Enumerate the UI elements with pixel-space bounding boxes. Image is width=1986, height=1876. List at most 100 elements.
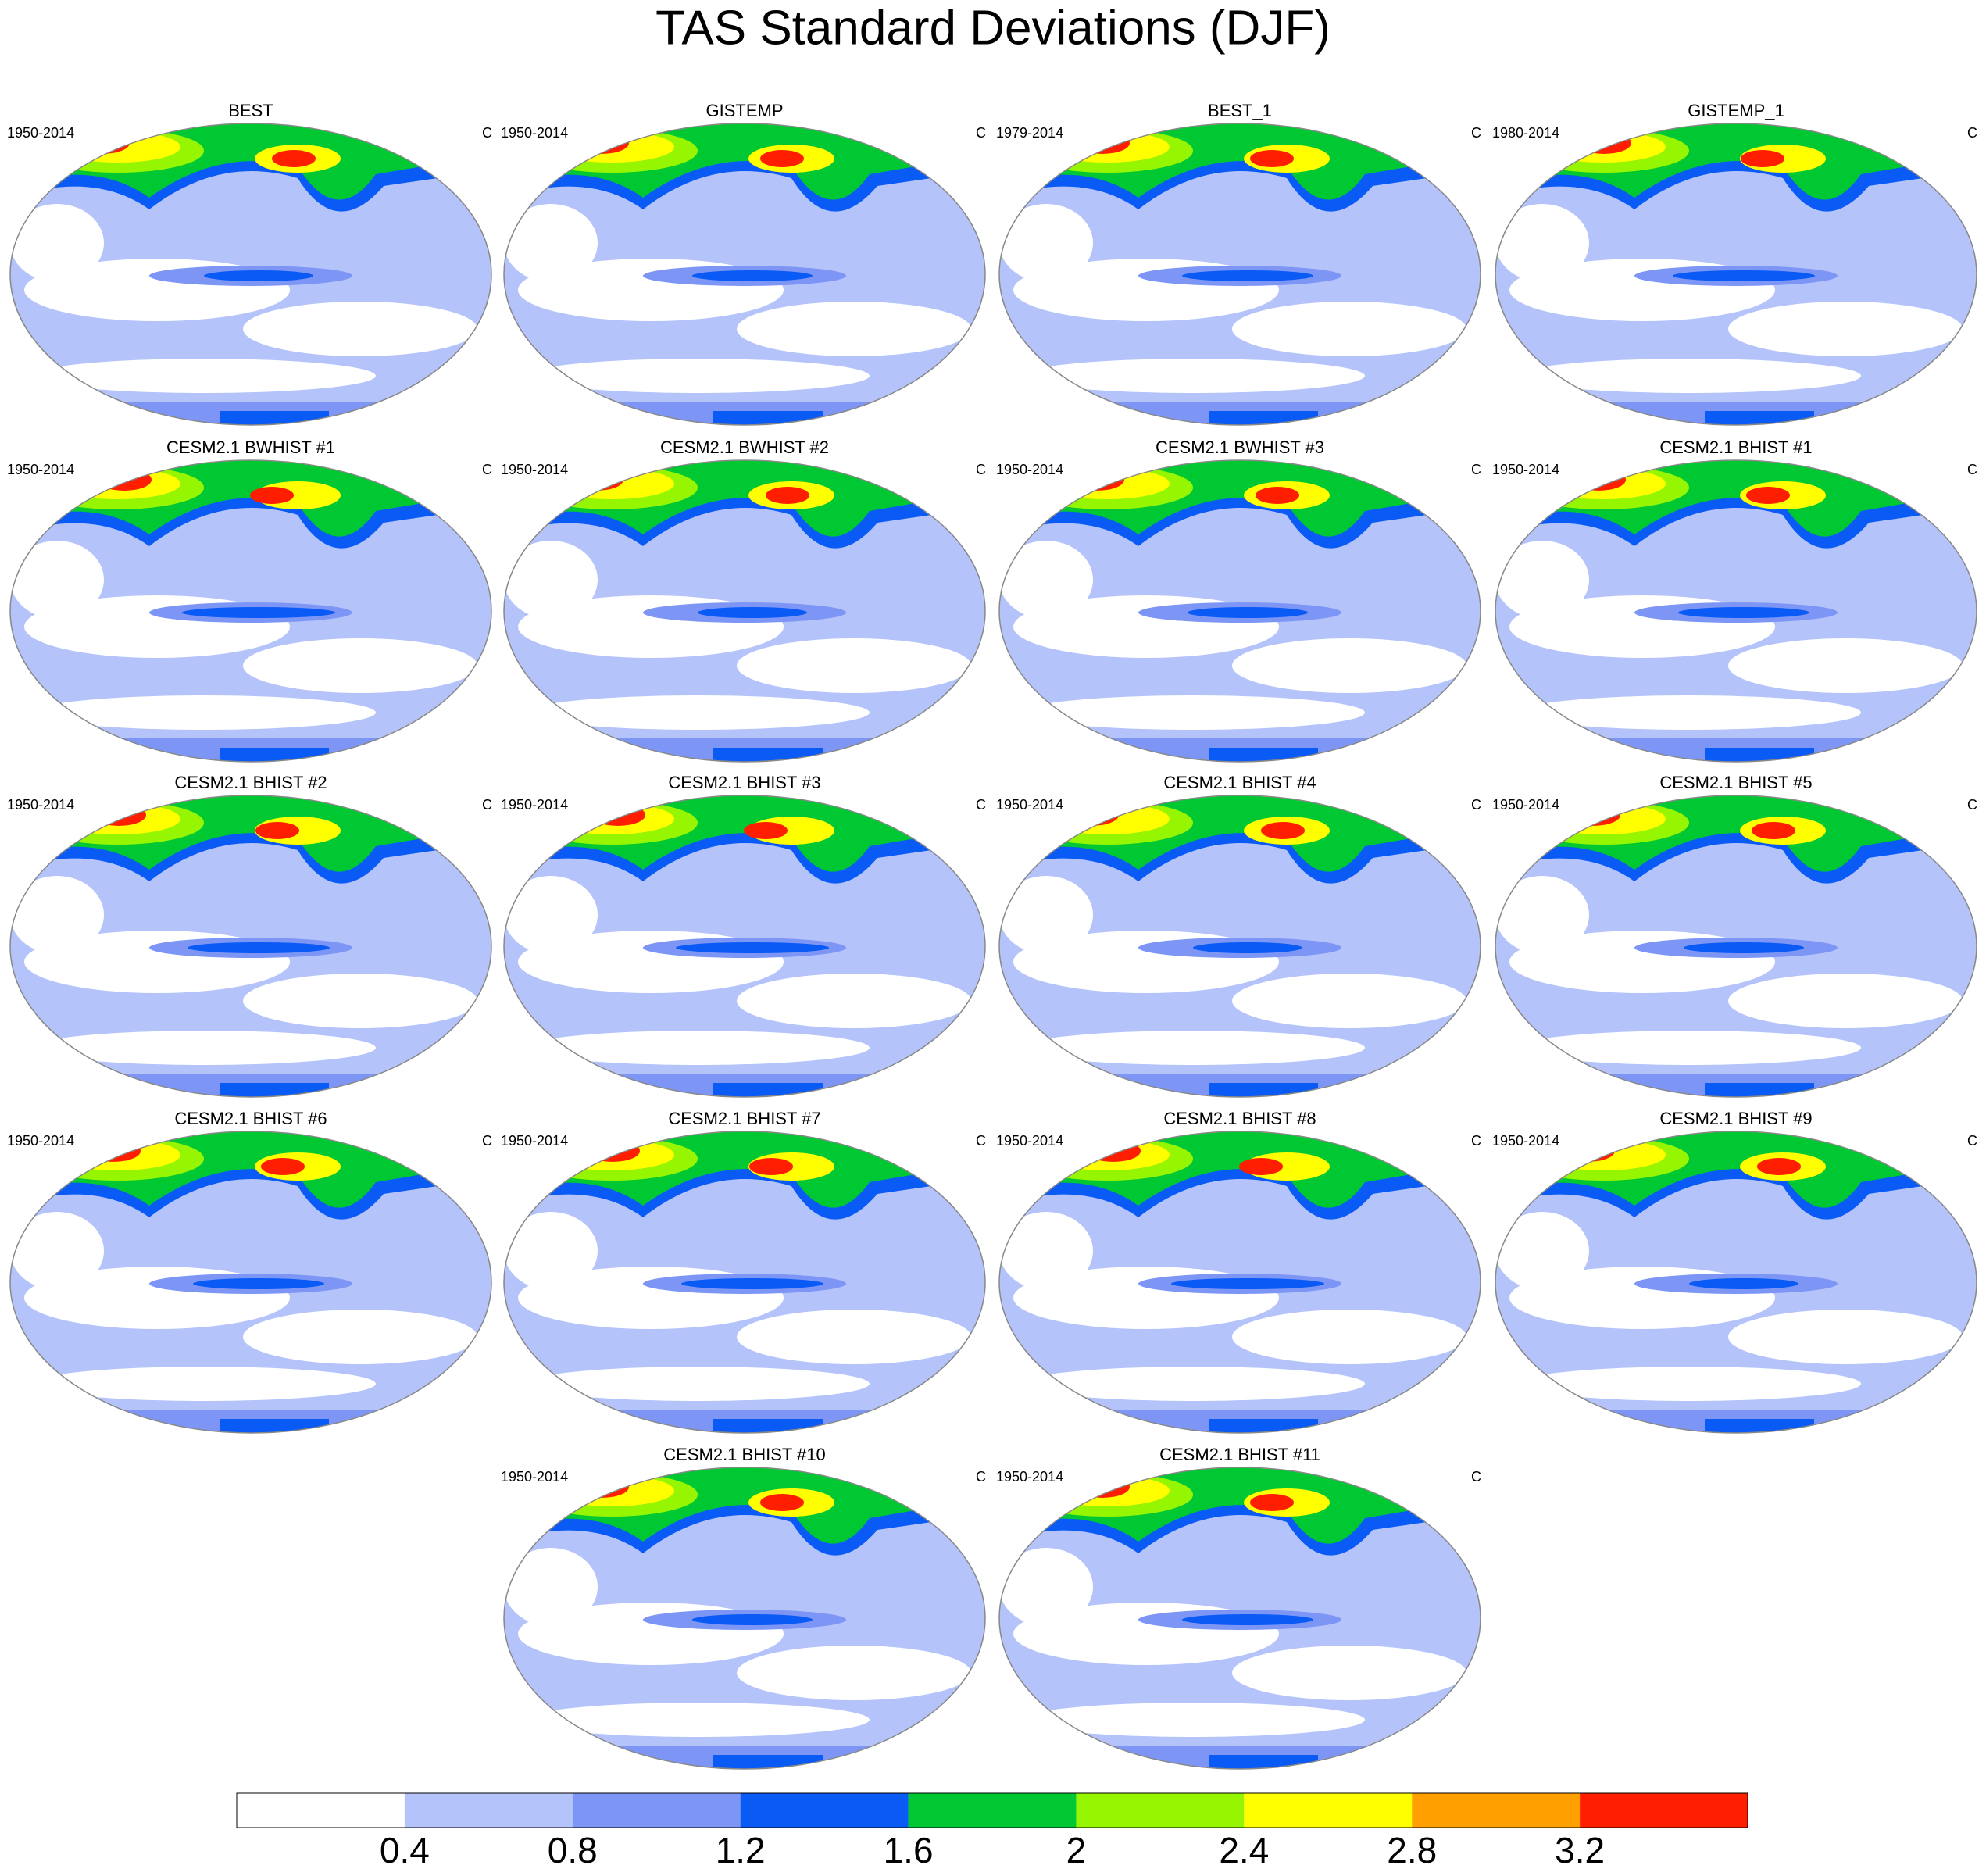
map-band [193,1278,324,1289]
map-blob [760,1494,804,1511]
map-white [10,541,104,619]
panel-period: 1950-2014 [501,1133,568,1149]
panel-units: C [976,797,986,813]
map-white [737,638,971,693]
panel-units: C [1471,1133,1481,1149]
map-band [188,942,330,953]
colorbar-tick-label: 2 [1066,1830,1087,1871]
map-blob [75,132,130,154]
map-white [1232,974,1466,1028]
colorbar-segment [237,1793,405,1828]
map-white [999,876,1093,954]
map-outline [503,1131,986,1434]
map-outline [998,459,1481,763]
map-blob [1086,1140,1141,1162]
map-outline [1495,123,1977,426]
map-white [999,1212,1093,1290]
map-white [1495,876,1589,954]
colorbar-segment [908,1793,1077,1828]
map-outline [998,1467,1481,1770]
map-south [1705,748,1814,762]
map-white [1232,1310,1466,1364]
map-south [713,1083,823,1097]
panel-period: 1950-2014 [996,1469,1063,1485]
map-band [1689,1278,1798,1289]
panel-period: 1950-2014 [501,1469,568,1485]
panel-period: 1980-2014 [1492,125,1559,141]
colorbar-segment [404,1793,573,1828]
map-white [1495,541,1589,619]
map-band [1193,942,1302,953]
map [504,1467,985,1769]
map-outline [1495,795,1977,1098]
map-south [1209,748,1318,762]
panel-title: CESM2.1 BWHIST #2 [660,438,829,457]
map-south [1209,1755,1318,1769]
map-band [204,270,313,281]
map-blob [1752,822,1795,839]
map-white [526,359,870,393]
map-outline [503,1467,986,1770]
panel-title: CESM2.1 BHIST #2 [174,773,327,792]
map-outline [503,123,986,426]
panel-units: C [976,462,986,477]
map-white [32,695,376,730]
panel-units: C [1967,125,1977,141]
panel-title: GISTEMP_1 [1688,101,1784,120]
panel-title: CESM2.1 BHIST #4 [1163,773,1316,792]
map-south [220,411,329,425]
map [999,1467,1481,1769]
map-white [504,876,598,954]
panel-units: C [1967,462,1977,477]
map-white [999,204,1093,282]
map-white [526,1703,870,1737]
map [10,460,491,762]
panel-units: C [1471,462,1481,477]
panel-units: C [1471,125,1481,141]
map-blob [569,469,623,491]
map-blob [1746,487,1790,504]
map-white [1021,1031,1365,1065]
map [1495,795,1977,1097]
map-blob [91,804,146,826]
panel-title: CESM2.1 BHIST #6 [174,1109,327,1128]
panel-units: C [1471,797,1481,813]
map [999,123,1481,425]
panel-title: CESM2.1 BWHIST #1 [166,438,335,457]
panel-title: BEST_1 [1208,101,1272,120]
panel-units: C [482,1133,492,1149]
panel-title: CESM2.1 BHIST #8 [1163,1109,1316,1128]
map [999,1131,1481,1433]
map-white [737,1646,971,1700]
map-south [713,1419,823,1433]
map-blob [1757,1158,1801,1175]
map-south [1705,411,1814,425]
panel-title: CESM2.1 BHIST #11 [1159,1445,1320,1464]
map-south [713,748,823,762]
map-blob [766,487,809,504]
colorbar-tick-label: 2.8 [1387,1830,1437,1871]
map-white [1517,1031,1861,1065]
map [504,795,985,1097]
map-blob [1566,804,1620,826]
map-outline [9,1131,492,1434]
map-band [1182,270,1313,281]
map-white [32,1031,376,1065]
map-blob [1741,150,1784,167]
colorbar-segment [572,1793,741,1828]
map-band [1188,607,1308,618]
map-white [1728,974,1963,1028]
map-outline [998,123,1481,426]
map-band [692,270,813,281]
map [1495,1131,1977,1433]
panel-units: C [482,125,492,141]
colorbar-frame [236,1792,1748,1828]
panel-title: CESM2.1 BHIST #1 [1659,438,1812,457]
map-white [1495,1212,1589,1290]
figure-title: TAS Standard Deviations (DJF) [655,1,1331,55]
panel-period: 1979-2014 [996,125,1063,141]
map-band [1678,607,1809,618]
panel-period: 1950-2014 [1492,462,1559,477]
map [1495,123,1977,425]
